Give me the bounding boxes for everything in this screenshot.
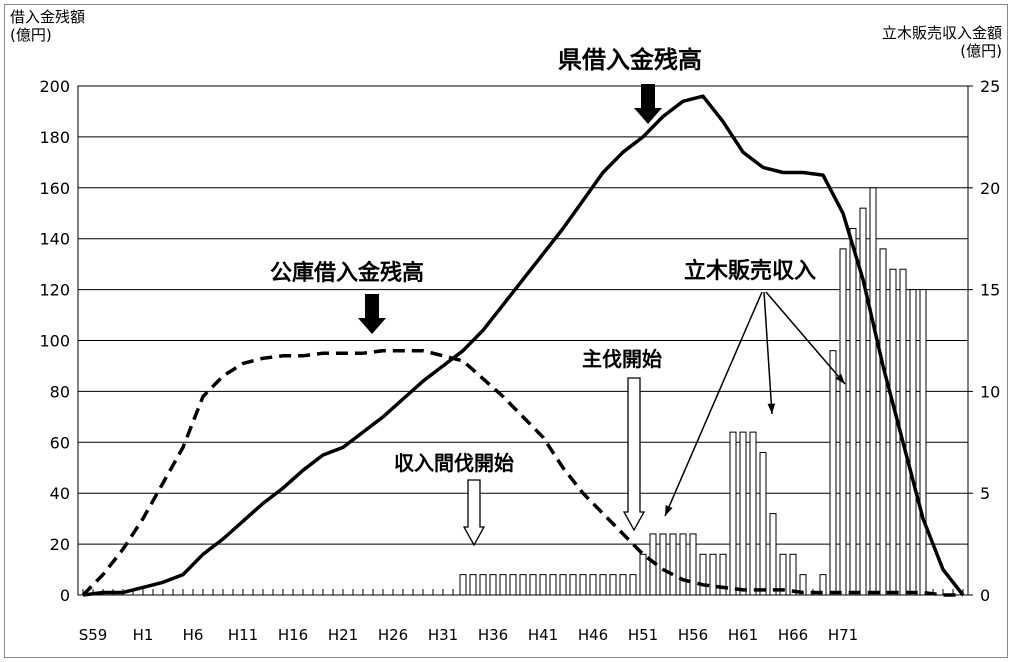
sales-pointer-right: [765, 291, 846, 385]
sales-bar: [889, 268, 897, 596]
sales-bar: [679, 533, 687, 596]
thinning-annotation: 収入間伐開始: [394, 451, 514, 475]
main-cut-annotation: 主伐開始: [582, 347, 662, 371]
x-tick-label: H6: [183, 626, 204, 644]
y-left-tick-label: 20: [50, 535, 70, 554]
corp-loan-arrow: [358, 294, 386, 334]
y-left-tick-label: 200: [39, 77, 70, 96]
x-tick-label: H61: [728, 626, 758, 644]
sales-bar: [669, 533, 677, 596]
y-right-tick-label: 10: [980, 382, 1000, 401]
y-right-tick-label: 5: [980, 484, 990, 503]
y-left-tick-label: 80: [50, 382, 70, 401]
sales-bar: [719, 553, 727, 596]
sales-bar: [459, 574, 467, 596]
sales-bar: [829, 350, 837, 596]
y-right-tick-label: 20: [980, 179, 1000, 198]
sales-bar: [769, 513, 777, 596]
x-tick-label: H51: [628, 626, 658, 644]
sales-bar: [469, 574, 477, 596]
sales-bar: [869, 187, 877, 596]
sales-bar: [519, 574, 527, 596]
y-left-tick-label: 160: [39, 179, 70, 198]
sales-bar: [859, 207, 867, 596]
y-left-tick-label: 120: [39, 281, 70, 300]
x-tick-label: H16: [278, 626, 308, 644]
sales-bar: [759, 451, 767, 596]
x-tick-label: S59: [79, 626, 108, 644]
sales-bar: [689, 533, 697, 596]
y-left-tick-label: 0: [60, 586, 70, 605]
sales-bar: [559, 574, 567, 596]
sales-pointer-middle-head: [767, 403, 776, 414]
sales-bar: [699, 553, 707, 596]
x-tick-label: H36: [478, 626, 508, 644]
sales-bar: [539, 574, 547, 596]
sales-bar: [529, 574, 537, 596]
sales-bar: [819, 574, 827, 596]
sales-bar: [639, 553, 647, 596]
sales-bar: [789, 553, 797, 596]
sales-pointer-left: [664, 291, 763, 517]
sales-bar: [609, 574, 617, 596]
sales-bar: [729, 431, 737, 596]
y-right-tick-label: 0: [980, 586, 990, 605]
x-tick-label: H11: [228, 626, 258, 644]
sales-pointer-right-head: [835, 373, 845, 384]
sales-bar: [659, 533, 667, 596]
y-right-label: 立木販売収入金額 (億円): [881, 24, 1002, 60]
sales-bar: [629, 574, 637, 596]
sales-bar: [479, 574, 487, 596]
y-right-tick-label: 25: [980, 77, 1000, 96]
y-left-tick-label: 40: [50, 484, 70, 503]
prefecture-loan-annotation: 県借入金残高: [558, 46, 702, 74]
sales-bar: [779, 553, 787, 596]
thinning-arrow: [462, 479, 486, 547]
sales-bar: [799, 574, 807, 596]
x-tick-label: H31: [428, 626, 458, 644]
y-right-tick-label: 15: [980, 281, 1000, 300]
main-cut-arrow: [622, 377, 646, 532]
sales-bar: [499, 574, 507, 596]
sales-bar: [569, 574, 577, 596]
x-tick-label: H46: [578, 626, 608, 644]
sales-bar: [509, 574, 517, 596]
x-tick-label: H41: [528, 626, 558, 644]
sales-bar: [879, 248, 887, 596]
sales-pointer-middle: [763, 291, 773, 415]
sales-bar: [619, 574, 627, 596]
y-left-label: 借入金残額 (億円): [10, 8, 86, 44]
x-tick-label: H21: [328, 626, 358, 644]
x-tick-label: H26: [378, 626, 408, 644]
sales-bar: [909, 289, 917, 596]
sales-pointer-left-head: [665, 505, 673, 516]
prefecture-loan-arrow: [634, 84, 662, 124]
sales-bar: [849, 228, 857, 596]
x-tick-label: H71: [828, 626, 858, 644]
sales-bar: [919, 289, 927, 596]
sales-bar: [549, 574, 557, 596]
y-left-tick-label: 140: [39, 230, 70, 249]
x-tick-label: H66: [778, 626, 808, 644]
x-tick-label: H56: [678, 626, 708, 644]
sales-bar: [749, 431, 757, 596]
y-left-tick-label: 60: [50, 433, 70, 452]
sales-bar: [589, 574, 597, 596]
prefecture-loan-line: [82, 94, 965, 597]
chart-frame: [4, 4, 1008, 658]
sales-bar: [489, 574, 497, 596]
y-left-tick-label: 180: [39, 128, 70, 147]
corp-loan-annotation: 公庫借入金残高: [270, 260, 424, 286]
y-left-tick-label: 100: [39, 332, 70, 351]
corp-loan-line: [81, 348, 963, 597]
x-tick-label: H1: [133, 626, 154, 644]
sales-bar: [709, 553, 717, 596]
sales-bar: [739, 431, 747, 596]
sales-bar: [579, 574, 587, 596]
sales-bar: [599, 574, 607, 596]
timber-sales-annotation: 立木販売収入: [684, 258, 816, 284]
sales-bar: [839, 248, 847, 596]
